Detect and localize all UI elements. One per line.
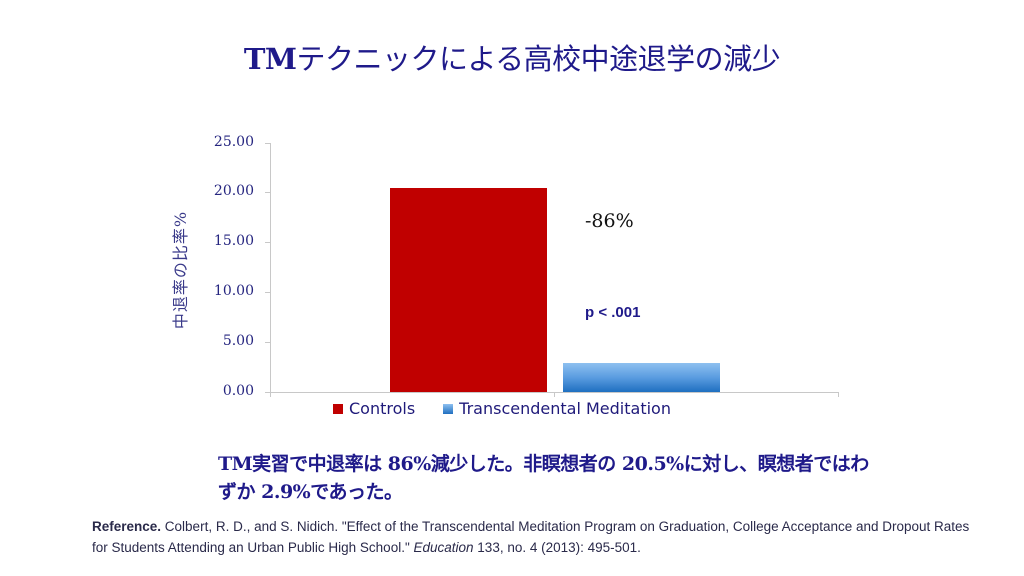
p-value-annotation: p < .001 <box>585 304 641 321</box>
y-tick-mark <box>265 192 270 193</box>
bar-transcendental-meditation <box>563 363 720 392</box>
reference-citation: Reference. Colbert, R. D., and S. Nidich… <box>92 516 972 558</box>
x-tick-mark <box>270 392 271 397</box>
y-tick-label: 5.00 <box>222 333 254 349</box>
legend-swatch-red <box>333 403 343 414</box>
x-tick-mark <box>554 392 555 397</box>
y-tick-label: 10.00 <box>213 283 254 299</box>
y-tick-label: 0.00 <box>222 383 254 399</box>
reference-journal: Education <box>413 540 474 555</box>
y-tick-mark <box>265 292 270 293</box>
title-bold: TM <box>243 42 297 76</box>
y-tick-mark <box>265 342 270 343</box>
y-tick-mark <box>265 242 270 243</box>
x-axis-line <box>265 392 839 393</box>
y-tick-label: 20.00 <box>213 183 254 199</box>
reduction-annotation: -86% <box>585 210 634 232</box>
y-tick-mark <box>265 143 270 144</box>
legend-item-tm: Transcendental Meditation <box>443 399 671 418</box>
slide-title: TMテクニックによる高校中途退学の減少 <box>0 36 1024 78</box>
reference-text-end: 133, no. 4 (2013): 495-501. <box>473 540 641 555</box>
title-rest: テクニックによる高校中途退学の減少 <box>296 42 781 76</box>
y-tick-mark <box>265 392 270 393</box>
reference-text: Colbert, R. D., and S. Nidich. "Effect o… <box>92 519 970 555</box>
legend-label: Transcendental Meditation <box>459 399 671 418</box>
y-axis-line <box>270 143 271 393</box>
y-tick-label: 25.00 <box>213 134 254 150</box>
legend-swatch-blue <box>443 403 454 414</box>
chart-legend: Controls Transcendental Meditation <box>333 399 699 418</box>
legend-label: Controls <box>349 399 416 418</box>
legend-item-controls: Controls <box>333 399 415 418</box>
y-tick-label: 15.00 <box>213 233 254 249</box>
y-axis-label: 中退率の比率% <box>171 210 190 330</box>
reference-label: Reference. <box>92 519 162 534</box>
summary-text: TM実習で中退率は 86%減少した。非瞑想者の 20.5%に対し、瞑想者ではわず… <box>218 453 869 503</box>
bar-controls <box>390 187 547 392</box>
x-tick-mark <box>838 392 839 397</box>
